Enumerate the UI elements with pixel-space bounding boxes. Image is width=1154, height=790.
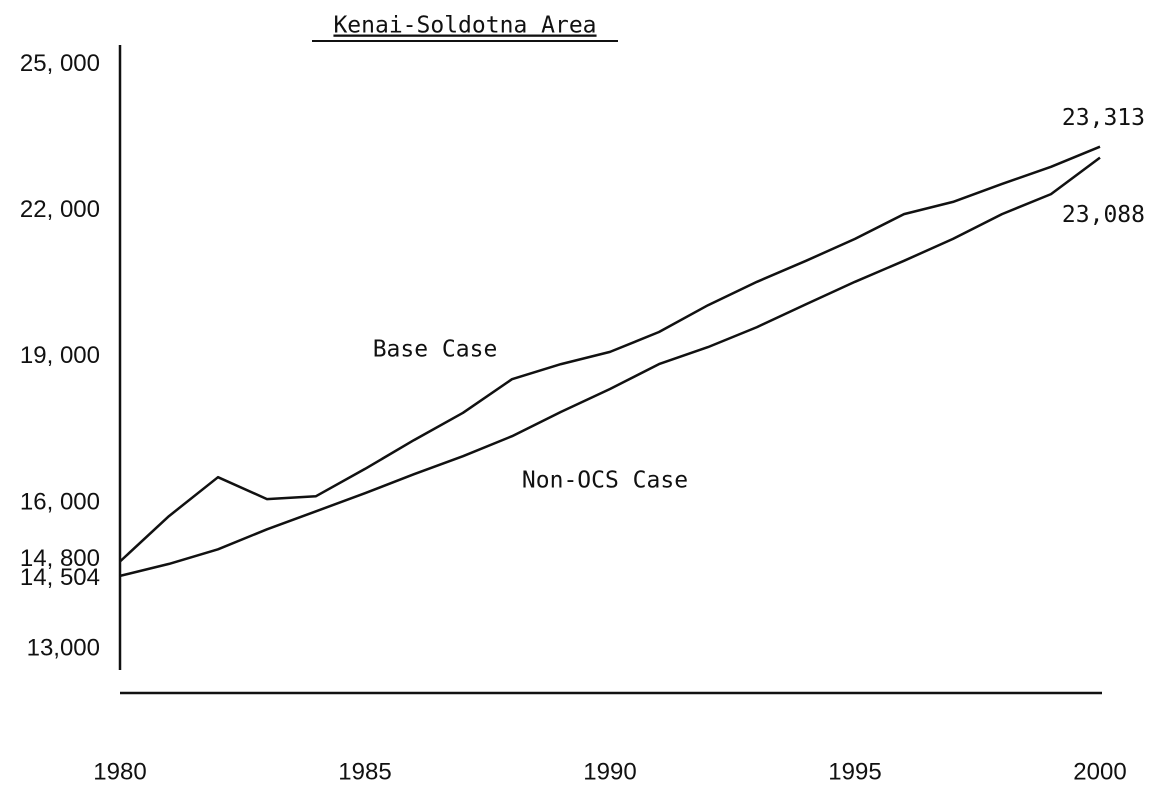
series-label: Base Case: [373, 337, 498, 363]
value-label: 23,313: [1062, 105, 1145, 131]
chart-title: Kenai-Soldotna Area: [333, 13, 596, 39]
x-tick-label: 1985: [338, 758, 391, 785]
y-tick-label: 22, 000: [20, 196, 100, 223]
line: [119, 156, 1101, 578]
x-tick-label: 1995: [828, 758, 881, 785]
y-tick-label: 14, 504: [20, 564, 100, 591]
value-label: 23,088: [1062, 202, 1145, 228]
y-tick-label: 19, 000: [20, 342, 100, 369]
x-tick-label: 1980: [93, 758, 146, 785]
y-tick-label: 16, 000: [20, 488, 100, 515]
y-tick-label: 25, 000: [20, 50, 100, 77]
x-tick-label: 1990: [583, 758, 636, 785]
series-label: Non-OCS Case: [522, 468, 688, 494]
y-tick-label: 14, 800: [20, 545, 100, 572]
line: [119, 145, 1101, 563]
x-tick-label: 2000: [1073, 758, 1126, 785]
y-tick-label: 13,000: [27, 634, 100, 661]
